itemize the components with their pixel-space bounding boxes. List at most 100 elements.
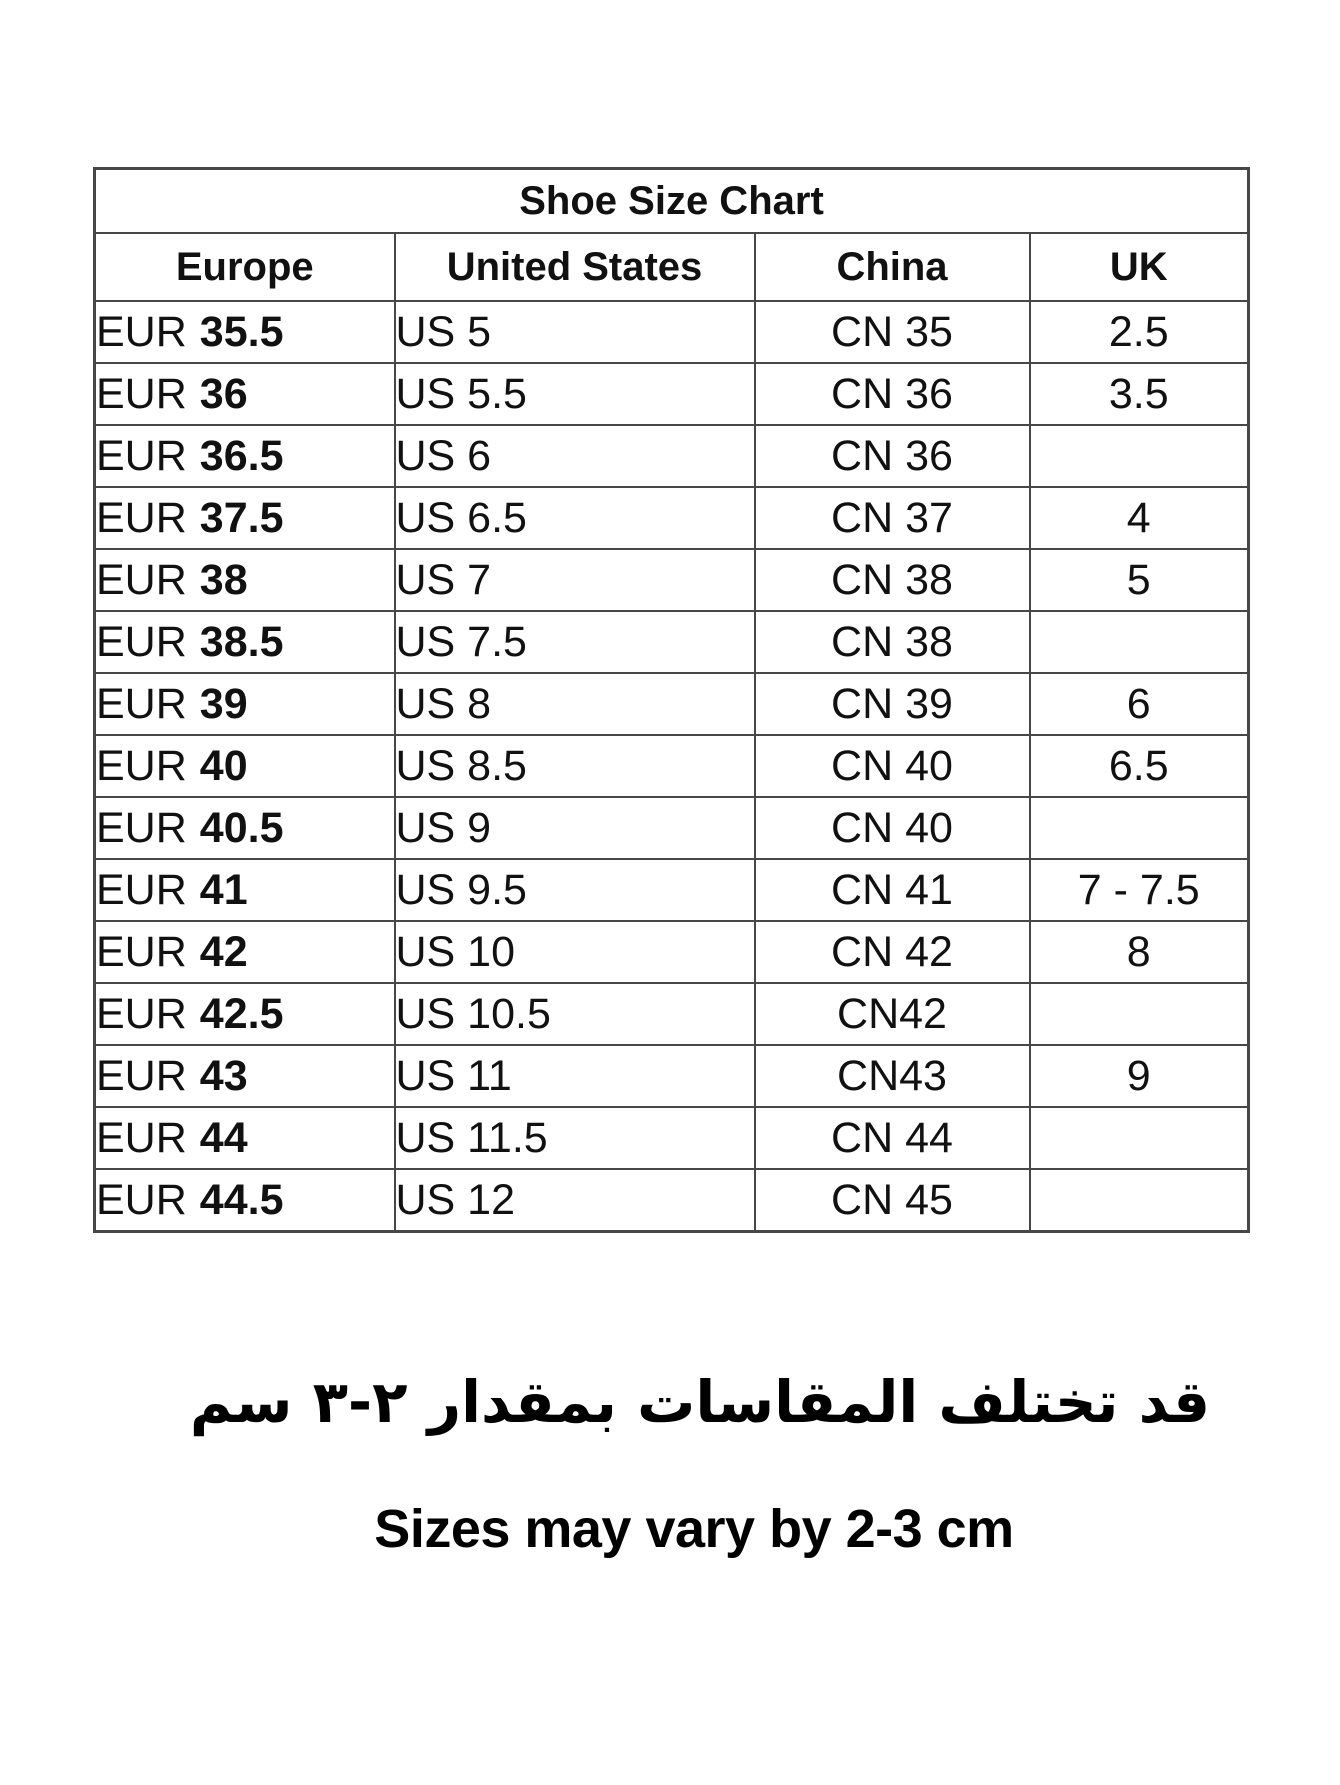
cell-europe: EUR 42 xyxy=(93,920,396,984)
table-header-row: Europe United States China UK xyxy=(93,232,1250,302)
cell-uk: 8 xyxy=(1028,920,1250,984)
cell-uk: 6.5 xyxy=(1028,734,1250,798)
table-row: EUR 42.5 US 10.5 CN42 xyxy=(93,982,1250,1046)
table-row: EUR 40.5 US 9 CN 40 xyxy=(93,796,1250,860)
cell-united-states: US 8.5 xyxy=(393,734,756,798)
eur-prefix: EUR xyxy=(96,679,187,728)
eur-prefix: EUR xyxy=(96,369,187,418)
cell-uk: 6 xyxy=(1028,672,1250,736)
cell-united-states: US 7.5 xyxy=(393,610,756,674)
cell-united-states: US 9.5 xyxy=(393,858,756,922)
cell-united-states: US 7 xyxy=(393,548,756,612)
column-header-europe: Europe xyxy=(93,232,396,302)
cell-united-states: US 9 xyxy=(393,796,756,860)
eur-prefix: EUR xyxy=(96,865,187,914)
eur-prefix: EUR xyxy=(96,1113,187,1162)
cell-united-states: US 10 xyxy=(393,920,756,984)
eur-size: 36.5 xyxy=(199,431,284,480)
cell-united-states: US 8 xyxy=(393,672,756,736)
eur-size: 43 xyxy=(199,1051,248,1100)
cell-united-states: US 11 xyxy=(393,1044,756,1108)
cell-uk xyxy=(1028,424,1250,488)
cell-europe: EUR 36 xyxy=(93,362,396,426)
eur-size: 41 xyxy=(199,865,248,914)
eur-size: 42.5 xyxy=(199,989,284,1038)
table-row: EUR 44.5 US 12 CN 45 xyxy=(93,1168,1250,1233)
eur-size: 44.5 xyxy=(199,1175,284,1224)
cell-uk: 4 xyxy=(1028,486,1250,550)
cell-united-states: US 11.5 xyxy=(393,1106,756,1170)
table-row: EUR 42 US 10 CN 42 8 xyxy=(93,920,1250,984)
cell-united-states: US 6.5 xyxy=(393,486,756,550)
cell-china: CN 37 xyxy=(753,486,1031,550)
note-arabic: قد تختلف المقاسات بمقدار ٢-٣ سم xyxy=(189,1368,1211,1436)
cell-europe: EUR 44.5 xyxy=(93,1168,396,1233)
eur-size: 39 xyxy=(199,679,248,728)
eur-prefix: EUR xyxy=(96,741,187,790)
eur-prefix: EUR xyxy=(96,1175,187,1224)
cell-united-states: US 5.5 xyxy=(393,362,756,426)
eur-size: 44 xyxy=(199,1113,248,1162)
cell-united-states: US 5 xyxy=(393,300,756,364)
cell-china: CN 44 xyxy=(753,1106,1031,1170)
eur-size: 42 xyxy=(199,927,248,976)
table-row: EUR 37.5 US 6.5 CN 37 4 xyxy=(93,486,1250,550)
eur-prefix: EUR xyxy=(96,617,187,666)
table-title: Shoe Size Chart xyxy=(93,167,1250,234)
cell-europe: EUR 38.5 xyxy=(93,610,396,674)
cell-china: CN 40 xyxy=(753,796,1031,860)
table-row: EUR 38 US 7 CN 38 5 xyxy=(93,548,1250,612)
cell-china: CN 39 xyxy=(753,672,1031,736)
eur-prefix: EUR xyxy=(96,555,187,604)
cell-uk xyxy=(1028,796,1250,860)
eur-prefix: EUR xyxy=(96,989,187,1038)
eur-prefix: EUR xyxy=(96,1051,187,1100)
table-title-row: Shoe Size Chart xyxy=(93,167,1250,234)
cell-united-states: US 12 xyxy=(393,1168,756,1233)
eur-prefix: EUR xyxy=(96,307,187,356)
cell-europe: EUR 35.5 xyxy=(93,300,396,364)
cell-uk xyxy=(1028,610,1250,674)
eur-size: 38.5 xyxy=(199,617,284,666)
table-row: EUR 38.5 US 7.5 CN 38 xyxy=(93,610,1250,674)
cell-uk: 3.5 xyxy=(1028,362,1250,426)
cell-china: CN 38 xyxy=(753,610,1031,674)
column-header-china: China xyxy=(753,232,1031,302)
cell-china: CN 41 xyxy=(753,858,1031,922)
table-row: EUR 39 US 8 CN 39 6 xyxy=(93,672,1250,736)
cell-uk: 5 xyxy=(1028,548,1250,612)
cell-europe: EUR 39 xyxy=(93,672,396,736)
eur-size: 40 xyxy=(199,741,248,790)
cell-europe: EUR 43 xyxy=(93,1044,396,1108)
table-row: EUR 36.5 US 6 CN 36 xyxy=(93,424,1250,488)
eur-prefix: EUR xyxy=(96,927,187,976)
cell-europe: EUR 37.5 xyxy=(93,486,396,550)
cell-uk: 2.5 xyxy=(1028,300,1250,364)
column-header-united-states: United States xyxy=(393,232,756,302)
cell-china: CN 42 xyxy=(753,920,1031,984)
cell-europe: EUR 36.5 xyxy=(93,424,396,488)
cell-china: CN 35 xyxy=(753,300,1031,364)
table-row: EUR 44 US 11.5 CN 44 xyxy=(93,1106,1250,1170)
cell-china: CN 36 xyxy=(753,424,1031,488)
cell-china: CN 45 xyxy=(753,1168,1031,1233)
eur-size: 40.5 xyxy=(199,803,284,852)
cell-china: CN 40 xyxy=(753,734,1031,798)
eur-prefix: EUR xyxy=(96,803,187,852)
cell-europe: EUR 40.5 xyxy=(93,796,396,860)
cell-united-states: US 6 xyxy=(393,424,756,488)
eur-size: 38 xyxy=(199,555,248,604)
cell-europe: EUR 40 xyxy=(93,734,396,798)
cell-uk: 7 - 7.5 xyxy=(1028,858,1250,922)
cell-united-states: US 10.5 xyxy=(393,982,756,1046)
cell-uk xyxy=(1028,1168,1250,1233)
cell-china: CN 38 xyxy=(753,548,1031,612)
table-row: EUR 40 US 8.5 CN 40 6.5 xyxy=(93,734,1250,798)
cell-china: CN42 xyxy=(753,982,1031,1046)
eur-size: 35.5 xyxy=(199,307,284,356)
column-header-uk: UK xyxy=(1028,232,1250,302)
eur-size: 37.5 xyxy=(199,493,284,542)
eur-prefix: EUR xyxy=(96,431,187,480)
cell-uk xyxy=(1028,1106,1250,1170)
